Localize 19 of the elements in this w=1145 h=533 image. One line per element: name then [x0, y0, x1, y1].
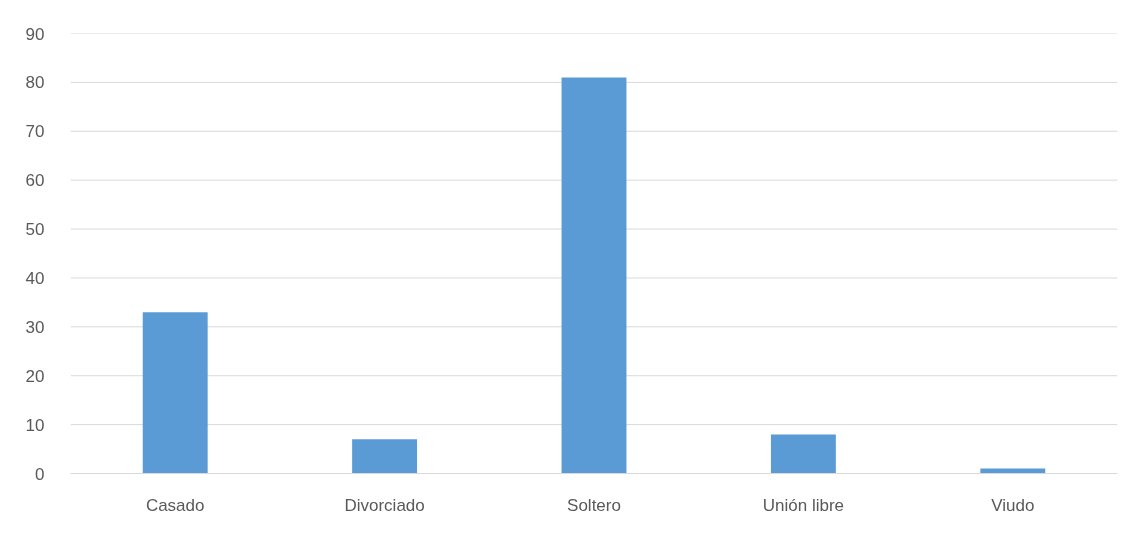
y-tick-label: 30 [25, 317, 45, 337]
x-tick-label: Unión libre [762, 495, 845, 515]
y-tick-label: 10 [25, 415, 45, 435]
y-tick-label: 0 [35, 464, 45, 484]
y-tick-label: 90 [25, 24, 45, 44]
y-tick-label: 20 [25, 366, 45, 386]
y-tick-label: 40 [25, 268, 45, 288]
y-tick-label: 70 [25, 122, 45, 142]
bar [142, 312, 208, 474]
bar [770, 434, 836, 474]
y-tick-label: 80 [25, 73, 45, 93]
x-tick-label: Casado [145, 495, 205, 515]
y-tick-label: 60 [25, 171, 45, 191]
bar [561, 77, 627, 474]
bar [352, 439, 418, 474]
x-tick-label: Divorciado [344, 495, 425, 515]
x-tick-label: Soltero [567, 495, 621, 515]
x-tick-label: Viudo [991, 495, 1035, 515]
y-tick-label: 50 [25, 220, 45, 240]
